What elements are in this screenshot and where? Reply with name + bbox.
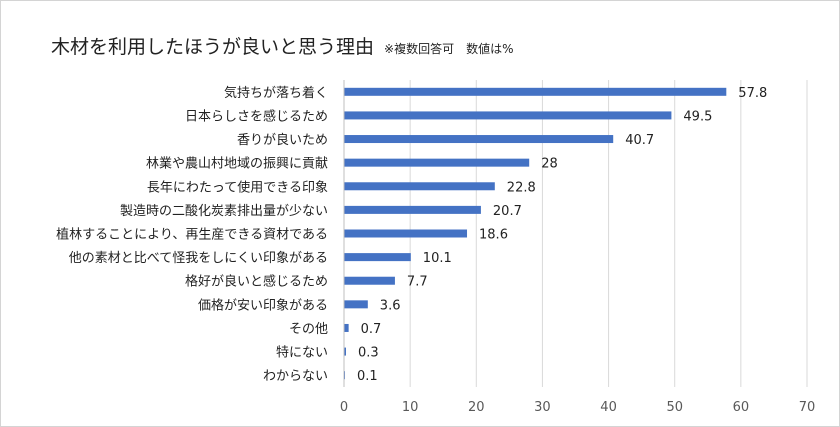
x-tick-label: 20 xyxy=(468,400,485,415)
category-label: 製造時の二酸化炭素排出量が少ない xyxy=(120,204,328,219)
data-label: 40.7 xyxy=(625,133,654,148)
category-label: その他 xyxy=(289,322,328,337)
category-label: 林業や農山村地域の振興に貢献 xyxy=(146,156,328,172)
bar xyxy=(344,87,727,96)
x-tick-label: 40 xyxy=(600,400,617,415)
category-label: 日本らしさを感じるため xyxy=(185,108,328,124)
category-label: 特にない xyxy=(276,346,328,361)
category-label: 格好が良いと感じるため xyxy=(185,274,328,290)
bar xyxy=(344,205,481,214)
data-label: 10.1 xyxy=(423,251,452,266)
bar xyxy=(344,323,349,332)
x-tick-label: 50 xyxy=(666,400,683,415)
x-tick-label: 10 xyxy=(402,400,419,415)
bar xyxy=(344,158,530,167)
bar xyxy=(344,300,368,309)
data-label: 0.3 xyxy=(358,346,379,361)
data-label: 22.8 xyxy=(507,180,536,195)
category-label: 長年にわたって使用できる印象 xyxy=(147,179,328,195)
bar xyxy=(344,253,411,262)
data-label: 0.7 xyxy=(361,322,382,337)
x-tick-label: 30 xyxy=(534,400,551,415)
data-label: 7.7 xyxy=(407,275,428,290)
chart-title-block: 木材を利用したほうが良いと思う理由 ※複数回答可 数値は% xyxy=(51,32,513,59)
bar xyxy=(344,135,614,144)
data-label: 20.7 xyxy=(493,204,522,219)
bar xyxy=(344,111,672,120)
data-label: 18.6 xyxy=(479,228,508,243)
bar xyxy=(344,347,346,356)
chart-title: 木材を利用したほうが良いと思う理由 xyxy=(51,36,375,58)
bar xyxy=(344,182,495,191)
category-label: わからない xyxy=(263,369,328,384)
bar xyxy=(344,229,468,238)
x-tick-label: 60 xyxy=(733,400,750,415)
category-label: 植林することにより、再生産できる資材である xyxy=(56,227,328,243)
category-label: 香りが良いため xyxy=(237,132,328,148)
category-label: 他の素材と比べて怪我をしにくい印象がある xyxy=(69,251,328,266)
data-label: 0.1 xyxy=(357,369,378,384)
x-tick-label: 70 xyxy=(799,400,816,415)
x-tick-label: 0 xyxy=(340,400,348,415)
data-label: 28 xyxy=(541,157,558,172)
bar xyxy=(344,276,395,285)
category-label: 気持ちが落ち着く xyxy=(224,85,328,101)
data-label: 49.5 xyxy=(683,109,712,124)
data-label: 57.8 xyxy=(738,86,767,101)
chart-subtitle: ※複数回答可 数値は% xyxy=(384,42,514,56)
category-label: 価格が安い印象がある xyxy=(198,297,328,313)
data-label: 3.6 xyxy=(380,298,401,313)
